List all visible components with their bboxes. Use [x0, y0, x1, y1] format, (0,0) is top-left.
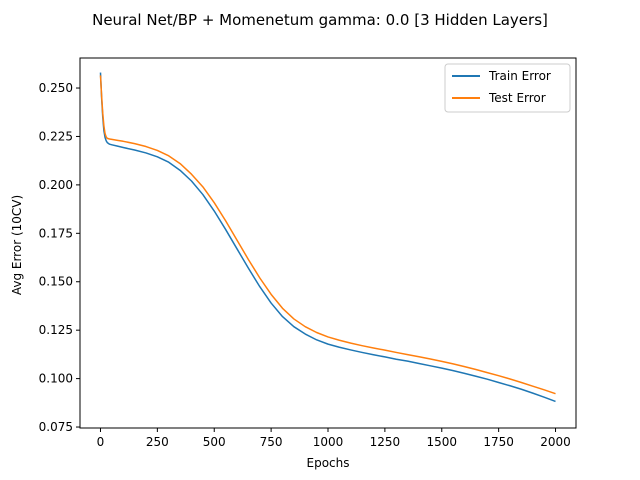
y-tick-label: 0.075	[39, 420, 73, 434]
x-tick-label: 1250	[370, 435, 401, 449]
x-tick-label: 250	[146, 435, 169, 449]
x-tick-label: 750	[260, 435, 283, 449]
legend: Train Error Test Error	[444, 63, 571, 113]
x-tick-label: 0	[97, 435, 105, 449]
x-tick-label: 1750	[483, 435, 514, 449]
y-tick-label: 0.225	[39, 129, 73, 143]
axis-ticks: 0 250 500 750 1000 1250 1500 1750 2000 0.075 0.100…	[39, 81, 571, 449]
y-tick-label: 0.100	[39, 372, 73, 386]
y-tick-label: 0.250	[39, 81, 73, 95]
legend-label: Train Error	[488, 69, 551, 83]
x-tick-label: 500	[203, 435, 226, 449]
series-line-test-error	[99, 75, 556, 395]
x-tick-label: 1000	[313, 435, 344, 449]
y-tick-label: 0.150	[39, 275, 73, 289]
x-tick-label: 1500	[426, 435, 457, 449]
series-line-train-error	[99, 72, 556, 403]
x-axis-label: Epochs	[307, 456, 350, 470]
y-tick-label: 0.200	[39, 178, 73, 192]
x-tick-label: 2000	[540, 435, 571, 449]
y-tick-label: 0.125	[39, 323, 73, 337]
chart-title: Neural Net/BP + Momenetum gamma: 0.0 [3 …	[92, 11, 548, 29]
y-axis-label: Avg Error (10CV)	[10, 195, 24, 295]
y-tick-label: 0.175	[39, 226, 73, 240]
series-layer	[99, 72, 556, 403]
plot-frame	[79, 57, 577, 429]
legend-label: Test Error	[488, 91, 546, 105]
